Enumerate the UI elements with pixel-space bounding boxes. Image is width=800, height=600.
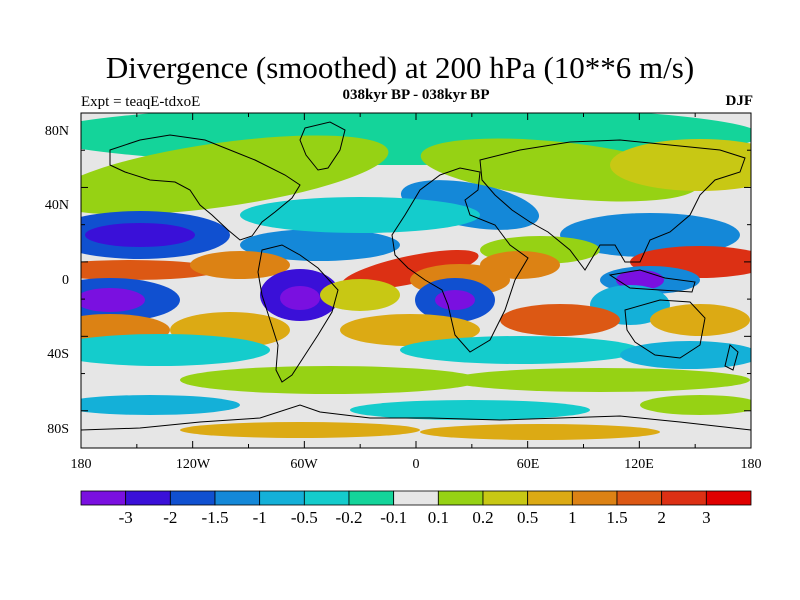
contour-region <box>640 395 751 415</box>
colorbar-label: 0.2 <box>472 508 494 527</box>
contour-region <box>190 251 290 279</box>
contour-region <box>450 368 750 392</box>
contour-region <box>240 197 480 233</box>
colorbar-label: -0.5 <box>290 508 318 527</box>
contour-region <box>81 288 145 312</box>
colorbar-label: 0.5 <box>517 508 539 527</box>
contour-region <box>81 334 270 366</box>
colorbar-swatch <box>125 490 171 506</box>
contour-region <box>81 395 240 415</box>
lon-label-0: 0 <box>412 457 420 472</box>
experiment-label: Expt = teaqE-tdxoE <box>81 94 201 110</box>
colorbar-swatch <box>705 490 752 506</box>
colorbar-label: 3 <box>702 508 711 527</box>
continent-outlines <box>81 121 751 431</box>
colorbar-swatch <box>661 490 707 506</box>
colorbar-label: 1 <box>568 508 577 527</box>
lon-label-120w: 120W <box>175 457 211 472</box>
lat-label-equator: 0 <box>62 273 69 288</box>
contour-region <box>420 424 660 440</box>
contour-region <box>650 304 750 336</box>
coast-north-america <box>109 134 301 241</box>
contour-region <box>500 304 620 336</box>
colorbar-label: -2 <box>163 508 178 527</box>
colorbar-label: -0.2 <box>335 508 363 527</box>
contour-region <box>85 223 195 247</box>
contour-region <box>180 366 480 394</box>
contour-region <box>610 139 751 191</box>
lon-label-180w: 180 <box>70 457 92 472</box>
colorbar-swatch <box>616 490 663 506</box>
lon-label-60e: 60E <box>516 457 540 472</box>
contour-region <box>81 135 389 215</box>
season-label: DJF <box>725 93 754 109</box>
divergence-contours <box>81 113 751 440</box>
colorbar-swatch <box>571 490 618 506</box>
colorbar-swatch <box>482 490 529 506</box>
contour-region <box>180 422 420 438</box>
contour-region <box>81 260 220 280</box>
chart-title: Divergence (smoothed) at 200 hPa (10**6 … <box>105 50 695 85</box>
colorbar-label: -0.1 <box>380 508 408 527</box>
lon-label-120e: 120E <box>624 457 654 472</box>
colorbar-swatch <box>393 490 439 506</box>
contour-region <box>320 279 400 311</box>
coast-new-zealand <box>724 344 739 371</box>
contour-region <box>435 290 475 310</box>
contour-region <box>560 213 740 257</box>
map-field <box>81 113 751 448</box>
colorbar-label: -1 <box>252 508 267 527</box>
colorbar-label: 2 <box>657 508 666 527</box>
coast-australia <box>624 299 706 359</box>
lon-label-60w: 60W <box>290 457 318 472</box>
colorbar-label: -1.5 <box>201 508 229 527</box>
lat-label-40s: 40S <box>47 347 69 362</box>
colorbar-label: 0.1 <box>427 508 449 527</box>
coast-europe-africa <box>391 167 529 353</box>
coast-asia <box>479 139 746 271</box>
colorbar-swatch <box>303 490 350 506</box>
chart-subtitle: 038kyr BP - 038kyr BP <box>342 87 490 103</box>
lat-label-80n: 80N <box>44 124 69 139</box>
contour-region <box>350 400 590 420</box>
colorbar-swatch <box>259 490 305 506</box>
lon-label-180e: 180 <box>740 457 762 472</box>
colorbar-swatch <box>80 490 127 506</box>
contour-region <box>280 286 320 310</box>
axis-ticks <box>80 112 752 449</box>
coast-indonesia <box>608 269 696 293</box>
coast-antarctica <box>81 404 751 431</box>
colorbar-swatch <box>437 490 484 506</box>
contour-region <box>340 314 480 346</box>
colorbar-swatch <box>169 490 216 506</box>
colorbar-swatch <box>214 490 261 506</box>
colorbar-label: -3 <box>118 508 133 527</box>
colorbar <box>80 490 752 506</box>
lat-label-40n: 40N <box>44 198 69 213</box>
lat-label-80s: 80S <box>47 422 69 437</box>
coast-south-america <box>257 244 339 383</box>
colorbar-label: 1.5 <box>606 508 628 527</box>
contour-region <box>620 341 751 369</box>
contour-region <box>240 229 400 261</box>
colorbar-swatch <box>527 490 573 506</box>
contour-region <box>400 336 640 364</box>
coast-greenland <box>299 121 346 171</box>
colorbar-swatch <box>348 490 395 506</box>
contour-region <box>616 270 664 290</box>
